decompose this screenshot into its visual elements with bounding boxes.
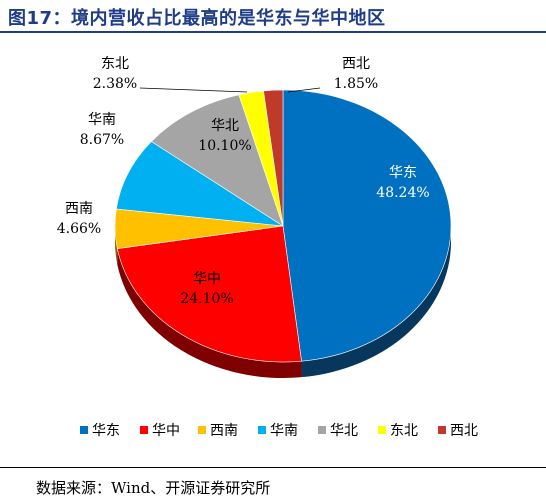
figure-title: 图17：境内营收占比最高的是华东与华中地区 xyxy=(8,8,386,29)
legend-label-6: 西北 xyxy=(450,423,478,439)
slice-label-category-1: 华中 xyxy=(193,271,221,287)
legend-swatch-2 xyxy=(198,426,206,434)
legend-label-3: 华南 xyxy=(270,423,298,439)
slice-label-value-6: 1.85% xyxy=(334,76,378,92)
legend-swatch-1 xyxy=(140,426,148,434)
pie-slice-3 xyxy=(115,141,284,227)
source-rule xyxy=(0,467,546,468)
slice-label-value-2: 4.66% xyxy=(57,221,101,237)
pie-slice-0 xyxy=(282,89,452,362)
legend: 华东 华中 西南 华南 华北 东北 西北 xyxy=(80,423,478,439)
legend-label-4: 华北 xyxy=(330,423,358,439)
pie-chart: 华东 48.24% 华中 24.10% 西南 4.66% 华南 8.67% 华北 10.10% 东北… xyxy=(57,56,478,439)
legend-swatch-6 xyxy=(438,426,446,434)
pie-slice-side-2 xyxy=(115,226,118,265)
pie-slice-4 xyxy=(150,94,284,227)
slice-label-value-4: 10.10% xyxy=(198,138,251,154)
legend-swatch-3 xyxy=(258,426,266,434)
slice-label-category-6: 西北 xyxy=(342,56,370,72)
pie-leaders xyxy=(139,87,321,93)
legend-swatch-4 xyxy=(318,426,326,434)
leader-line-5 xyxy=(139,87,248,93)
source-note: 数据来源：Wind、开源证券研究所 xyxy=(36,479,271,497)
pie-tops xyxy=(114,89,452,363)
slice-label-value-1: 24.10% xyxy=(180,291,233,307)
legend-label-5: 东北 xyxy=(390,423,418,439)
legend-label-2: 西南 xyxy=(210,423,238,439)
leader-line-6 xyxy=(287,87,321,93)
legend-label-0: 华东 xyxy=(92,423,120,439)
slice-label-category-0: 华东 xyxy=(389,165,417,181)
title-rule xyxy=(0,31,546,33)
slice-label-value-5: 2.38% xyxy=(93,76,137,92)
slice-label-value-0: 48.24% xyxy=(376,185,429,201)
slice-label-category-4: 华北 xyxy=(211,118,239,134)
pie-slice-side-0 xyxy=(301,226,451,378)
legend-swatch-5 xyxy=(378,426,386,434)
slice-label-value-3: 8.67% xyxy=(80,132,124,148)
slice-label-category-2: 西南 xyxy=(65,201,93,217)
pie-slice-1 xyxy=(116,225,302,363)
pie-labels: 华东 48.24% 华中 24.10% 西南 4.66% 华南 8.67% 华北 10.10% 东北… xyxy=(57,56,430,307)
slice-label-category-3: 华南 xyxy=(88,112,116,128)
legend-label-1: 华中 xyxy=(152,423,180,439)
slice-label-category-5: 东北 xyxy=(101,56,129,72)
legend-swatch-0 xyxy=(80,426,88,434)
pie-slice-6 xyxy=(263,89,284,227)
